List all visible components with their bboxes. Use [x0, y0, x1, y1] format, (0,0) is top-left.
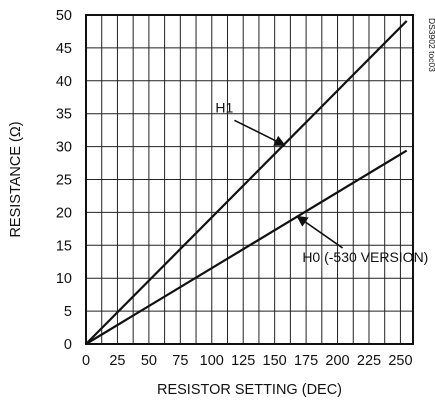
- x-axis-label: RESISTOR SETTING (DEC): [157, 382, 342, 398]
- series-line-0: [85, 20, 408, 345]
- x-tick-label: 25: [109, 353, 125, 369]
- x-tick-label: 200: [325, 353, 349, 369]
- y-tick-label: 25: [56, 173, 72, 189]
- series-lines: [85, 20, 408, 345]
- x-tick-label: 50: [141, 353, 157, 369]
- y-tick-label: 20: [56, 205, 72, 221]
- y-tick-label: 40: [56, 74, 72, 90]
- x-tick-label: 75: [172, 353, 188, 369]
- annotation-arrow: [296, 215, 344, 249]
- x-tick-label: 100: [200, 353, 224, 369]
- y-tick-label: 10: [56, 271, 72, 287]
- plot-frame: [85, 14, 414, 345]
- document-id: DS3902 toc03: [427, 18, 435, 72]
- x-tick-label: 175: [294, 353, 318, 369]
- tick-labels: 0 25 50 75 100 125 150 175 200 225 250 0 5 10 15 20 25 30…: [56, 8, 413, 369]
- x-tick-label: 225: [357, 353, 381, 369]
- y-tick-label: 30: [56, 140, 72, 156]
- annotation-label: H1: [215, 99, 233, 115]
- annotation-label: H0 (-530 VERSION): [302, 249, 428, 265]
- series-line-1: [85, 149, 408, 345]
- annotation-arrow: [234, 119, 286, 147]
- x-tick-label: 250: [388, 353, 412, 369]
- y-tick-label: 5: [64, 304, 72, 320]
- x-tick-label: 125: [231, 353, 255, 369]
- x-tick-label: 150: [263, 353, 287, 369]
- y-tick-label: 50: [56, 8, 72, 24]
- y-tick-label: 15: [56, 238, 72, 254]
- y-tick-label: 0: [64, 337, 72, 353]
- y-tick-label: 45: [56, 41, 72, 57]
- annotations: H1 H0 (-530 VERSION): [215, 99, 428, 264]
- y-axis-label: RESISTANCE (Ω): [8, 121, 24, 237]
- x-tick-label: 0: [82, 353, 90, 369]
- y-tick-label: 35: [56, 107, 72, 123]
